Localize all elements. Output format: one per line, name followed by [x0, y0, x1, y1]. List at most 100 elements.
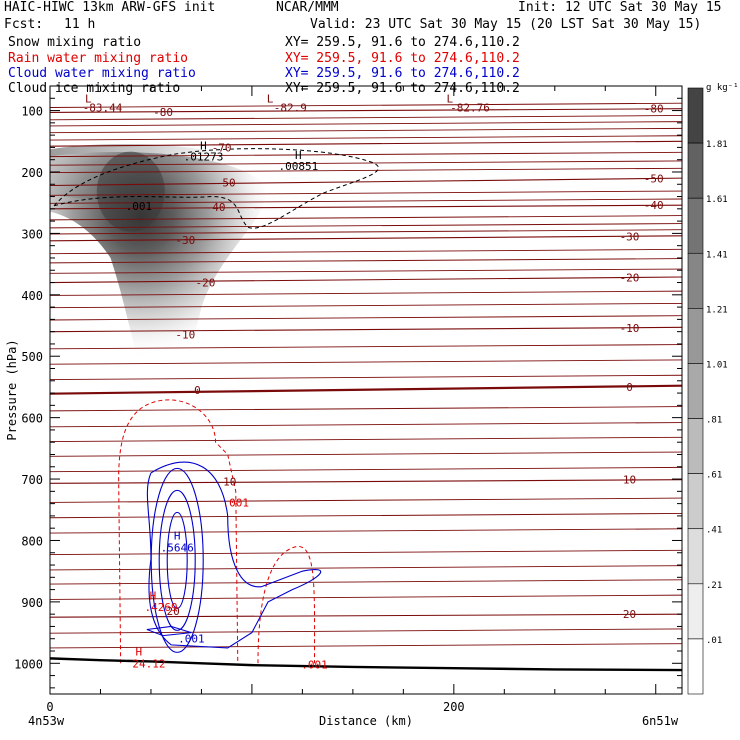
isotherm-minor: [50, 198, 682, 204]
colorbar-level-label: .21: [706, 581, 722, 591]
isotherm-minor: [50, 643, 682, 649]
field-xy-cloud-water: XY= 259.5, 91.6 to 274.6,110.2: [285, 66, 520, 81]
isotherm-minor: [50, 512, 682, 519]
isotherm-minor: [50, 151, 682, 158]
colorbar-swatch: [687, 473, 704, 530]
isotherm-label: L: [267, 92, 274, 105]
rain-water-contour: [118, 399, 239, 664]
isotherm-label: 20: [623, 608, 636, 621]
isotherm-0: [50, 384, 682, 395]
valid-time: Valid: 23 UTC Sat 30 May 15 (20 LST Sat …: [310, 17, 702, 32]
snow-max-marker: H: [200, 139, 207, 152]
isotherm--80: [50, 108, 682, 113]
isotherm-label: 10: [623, 474, 636, 487]
y-tick-label: 300: [21, 227, 43, 241]
colorbar-swatch: [687, 583, 704, 640]
x-axis-title: Distance (km): [319, 714, 413, 728]
isotherm-label: -70: [212, 141, 232, 154]
rain-water-label: H: [150, 590, 157, 603]
plot-frame: [49, 85, 683, 695]
y-tick-label: 900: [21, 596, 43, 610]
cloud-water-contour-label: .001: [178, 633, 205, 646]
isotherm--70: [50, 140, 682, 147]
isotherm-minor: [50, 223, 682, 229]
isotherm-minor: [50, 268, 682, 274]
isotherm-minor: [50, 628, 682, 634]
isotherm-minor: [50, 229, 682, 235]
isotherm--10: [50, 326, 682, 333]
colorbar-swatch: [687, 197, 704, 254]
y-tick-label: 1000: [14, 657, 43, 671]
isotherm-minor: [50, 497, 682, 503]
isotherm-10: [50, 479, 682, 484]
field-name-cloud-water: Cloud water mixing ratio: [8, 66, 196, 81]
x-tick-label: 0: [46, 700, 53, 714]
isotherm-minor: [50, 549, 682, 556]
isotherm-label: 20: [167, 605, 180, 618]
cloud-ice-max-marker: H: [295, 149, 302, 162]
isotherm-minor: [50, 374, 682, 381]
isotherm-label: -40: [644, 199, 664, 212]
isotherm-minor: [50, 565, 682, 571]
isotherm-label: -10: [620, 322, 640, 335]
cloud-water-max-marker: H: [174, 529, 181, 542]
colorbar-level-label: 1.41: [706, 250, 728, 260]
snow-max-value: .01273: [184, 150, 224, 163]
isotherm-minor: [50, 127, 682, 134]
isotherm-label: -30: [175, 234, 195, 247]
rain-water-label: .4269: [144, 601, 177, 614]
isotherm-minor: [50, 290, 682, 296]
isotherm-label: -20: [620, 272, 640, 285]
y-axis-title: Pressure (hPa): [5, 339, 19, 440]
y-tick-label: 700: [21, 473, 43, 487]
x-right-endpoint: 6n51w: [642, 714, 679, 728]
rain-water-label: H: [136, 646, 143, 659]
isotherm-minor: [50, 436, 682, 443]
isotherm-minor: [50, 594, 682, 600]
colorbar-level-label: .61: [706, 471, 722, 481]
colorbar-level-label: 1.81: [706, 140, 728, 150]
isotherm--50: [50, 177, 682, 187]
isotherm-label: -50: [644, 173, 664, 186]
colorbar-swatch: [687, 418, 704, 474]
field-xy-rain: XY= 259.5, 91.6 to 274.6,110.2: [285, 51, 520, 66]
isotherm-minor: [50, 190, 682, 196]
isotherm-label: 0: [194, 384, 201, 397]
isotherm-minor: [50, 115, 682, 121]
isotherm-label: -50: [216, 176, 236, 189]
isotherm-minor: [50, 528, 682, 534]
isotherm-minor: [50, 258, 682, 264]
y-tick-label: 500: [21, 350, 43, 364]
y-tick-label: 100: [21, 105, 43, 119]
field-xy-snow: XY= 259.5, 91.6 to 274.6,110.2: [285, 35, 520, 50]
colorbar-level-label: .41: [706, 526, 722, 536]
rain-water-label: .001: [301, 659, 328, 672]
isotherm-label: -20: [196, 277, 216, 290]
isotherm-minor: [50, 102, 682, 108]
isotherm-label: L: [446, 92, 453, 105]
isotherm-label: -83.44: [83, 101, 123, 114]
isotherm-minor: [50, 135, 682, 141]
x-tick-label: 200: [443, 700, 465, 714]
colorbar-level-label: 1.21: [706, 305, 728, 315]
colorbar-unit: g kg⁻¹: [706, 83, 739, 93]
colorbar-level-label: 1.01: [706, 360, 728, 370]
field-name-rain: Rain water mixing ratio: [8, 51, 189, 66]
colorbar-swatch: [687, 528, 704, 585]
rain-water-contour-2: [257, 546, 316, 664]
cloud-water-contour: [166, 511, 188, 609]
init-time: Init: 12 UTC Sat 30 May 15: [518, 0, 722, 15]
isotherm-minor: [50, 315, 682, 321]
colorbar-level-label: .01: [706, 636, 722, 646]
organization-label: NCAR/MMM: [276, 0, 339, 15]
x-left-endpoint: 4n53w: [28, 714, 65, 728]
colorbar-swatch: [687, 252, 704, 309]
cloud-ice-max-value: .00851: [278, 160, 318, 173]
y-tick-label: 800: [21, 534, 43, 548]
isotherm-label: -10: [175, 329, 195, 342]
isotherm-label: -82.76: [450, 101, 490, 114]
colorbar-swatch: [687, 87, 704, 144]
isotherm--20: [50, 276, 682, 284]
isotherm-minor: [50, 160, 682, 166]
